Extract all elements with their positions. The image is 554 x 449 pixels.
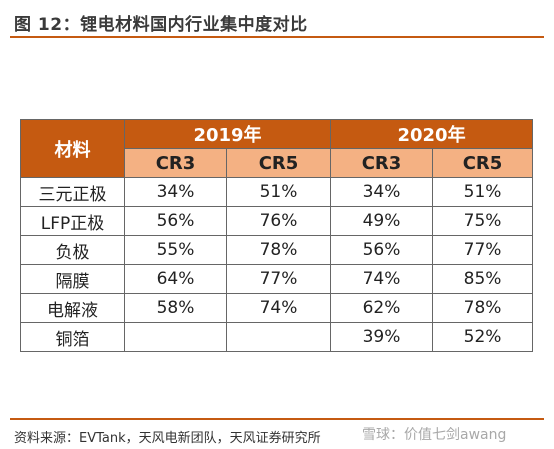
watermark: 雪球：价值七剑awang xyxy=(362,427,507,443)
table-cell: 62% xyxy=(330,293,434,323)
table-row: LFP正极 56% 76% 49% 75% xyxy=(20,206,534,236)
table-cell xyxy=(124,322,227,352)
table-cell: 85% xyxy=(432,264,534,294)
table-cell: 78% xyxy=(432,293,534,323)
table-cell: 74% xyxy=(225,293,332,323)
source-divider xyxy=(10,418,544,420)
subheader-cr5-2020: CR5 xyxy=(432,148,534,178)
table-row: 铜箔 39% 52% xyxy=(20,322,534,352)
table-row: 三元正极 34% 51% 34% 51% xyxy=(20,177,534,207)
row-label: LFP正极 xyxy=(20,206,125,236)
year-header-2019: 2019年 xyxy=(123,119,332,149)
table-cell: 34% xyxy=(330,177,434,207)
table-cell: 76% xyxy=(225,206,332,236)
table-cell: 39% xyxy=(330,322,434,352)
table-cell: 77% xyxy=(225,264,332,294)
source-note: 资料来源：EVTank，天风电新团队，天风证券研究所 xyxy=(14,431,321,446)
subheader-cr3-2020: CR3 xyxy=(330,148,434,178)
row-label: 负极 xyxy=(20,235,125,265)
row-label: 三元正极 xyxy=(20,177,125,207)
figure-title: 图 12：锂电材料国内行业集中度对比 xyxy=(14,15,308,35)
table-row: 隔膜 64% 77% 74% 85% xyxy=(20,264,534,294)
table-cell: 64% xyxy=(124,264,227,294)
table-cell: 56% xyxy=(124,206,227,236)
row-label: 铜箔 xyxy=(20,322,125,352)
table-cell: 74% xyxy=(330,264,434,294)
row-label: 隔膜 xyxy=(20,264,125,294)
year-header-2020: 2020年 xyxy=(330,119,534,149)
table-cell: 78% xyxy=(225,235,332,265)
subheader-cr3-2019: CR3 xyxy=(124,148,227,178)
concentration-table: 材料 2019年 2020年 CR3 CR5 CR3 CR5 三元正极 34% … xyxy=(20,119,534,352)
table-cell: 51% xyxy=(225,177,332,207)
table-row: 电解液 58% 74% 62% 78% xyxy=(20,293,534,323)
table-cell: 52% xyxy=(432,322,534,352)
table-cell: 34% xyxy=(124,177,227,207)
table-cell: 55% xyxy=(124,235,227,265)
table-cell: 49% xyxy=(330,206,434,236)
table-cell xyxy=(225,322,332,352)
row-label: 电解液 xyxy=(20,293,125,323)
title-divider xyxy=(10,36,544,38)
subheader-cr5-2019: CR5 xyxy=(225,148,332,178)
table-cell: 58% xyxy=(124,293,227,323)
table-cell: 77% xyxy=(432,235,534,265)
table-row: 负极 55% 78% 56% 77% xyxy=(20,235,534,265)
table-cell: 56% xyxy=(330,235,434,265)
table-cell: 75% xyxy=(432,206,534,236)
table-cell: 51% xyxy=(432,177,534,207)
material-column-header: 材料 xyxy=(20,119,125,178)
